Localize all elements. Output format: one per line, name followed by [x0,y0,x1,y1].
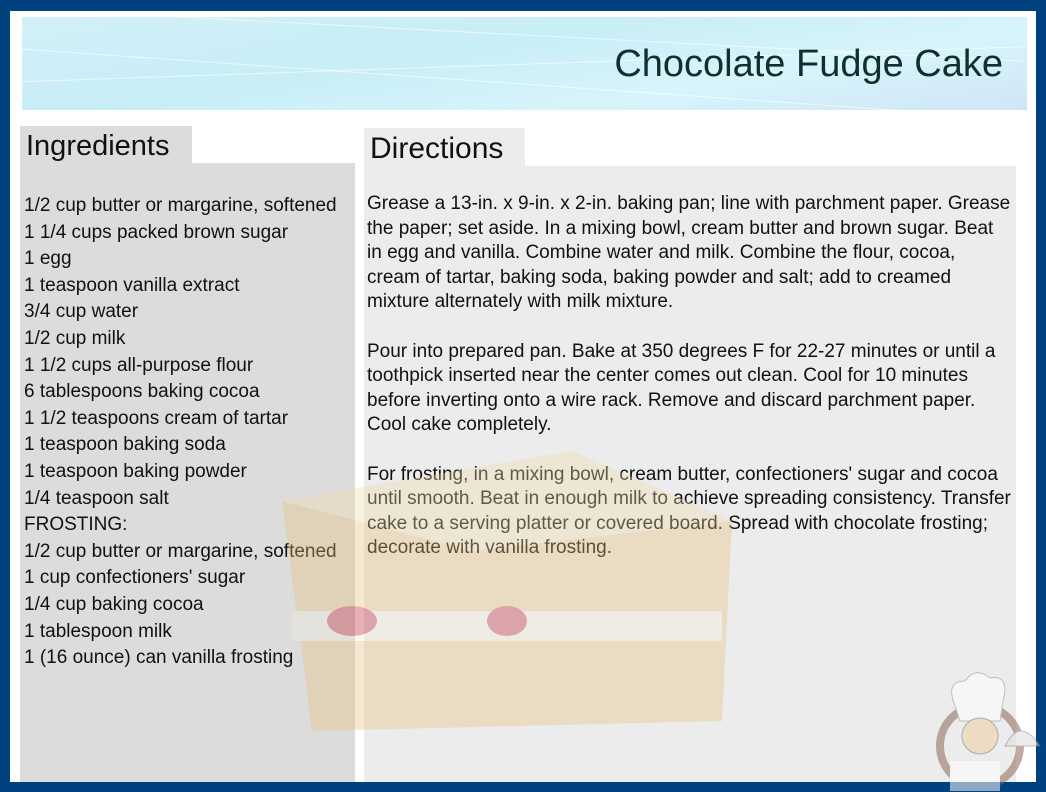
ingredient-item: 1/4 teaspoon salt [24,487,169,509]
direction-paragraph: Grease a 13-in. x 9-in. x 2-in. baking p… [367,193,1011,313]
ingredient-item: 1 1/2 cups all-purpose flour [24,354,254,376]
ingredient-item: 6 tablespoons baking cocoa [24,381,260,403]
ingredient-item: 3/4 cup water [24,301,139,323]
ingredient-item: 1 egg [24,248,72,270]
chef-logo-icon [936,672,1041,791]
ingredient-item: 1 tablespoon milk [24,620,172,642]
ingredient-item: 1 teaspoon baking soda [24,434,226,456]
ingredient-item: 1 teaspoon vanilla extract [24,274,240,296]
recipe-card: Chocolate Fudge Cake Ingredients 1/2 cup… [10,11,1041,791]
directions-text: Grease a 13-in. x 9-in. x 2-in. baking p… [364,166,1016,782]
ingredient-item: 1 1/2 teaspoons cream of tartar [24,407,289,429]
ingredients-heading: Ingredients [20,126,192,164]
ingredient-item: FROSTING: [24,514,128,536]
ingredient-item: 1/2 cup butter or margarine, softened [24,540,337,562]
cake-image [282,451,732,731]
ingredient-item: 1/2 cup butter or margarine, softened [24,195,337,216]
recipe-title: Chocolate Fudge Cake [614,43,1003,85]
ingredient-item: 1 (16 ounce) can vanilla frosting [24,647,294,669]
ingredient-item: 1/4 cup baking cocoa [24,593,204,615]
title-banner: Chocolate Fudge Cake [22,17,1027,110]
ingredient-item: 1/2 cup milk [24,327,126,349]
ingredient-item: 1 cup confectioners' sugar [24,567,246,589]
ingredient-item: 1 1/4 cups packed brown sugar [24,221,289,243]
direction-paragraph: Pour into prepared pan. Bake at 350 degr… [367,340,996,436]
directions-heading: Directions [364,128,525,167]
ingredient-item: 1 teaspoon baking powder [24,460,247,482]
ingredients-list: 1/2 cup butter or margarine, softened 1 1… [20,163,355,782]
direction-paragraph: For frosting, in a mixing bowl, cream bu… [367,463,1011,559]
